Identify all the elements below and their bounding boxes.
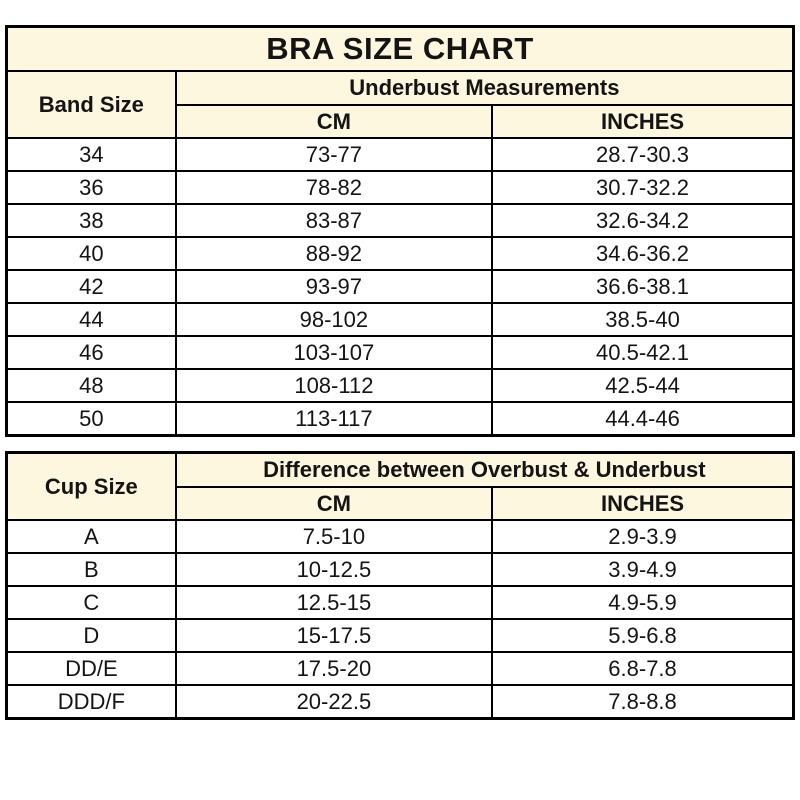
cm-value-cell: 7.5-10 [174, 519, 494, 554]
table-row: 42 93-97 36.6-38.1 [5, 269, 795, 304]
row-label-cell: A [5, 519, 177, 554]
row-label-cell: 46 [5, 335, 177, 370]
table-row: D 15-17.5 5.9-6.8 [5, 618, 795, 653]
cm-value-cell: 93-97 [174, 269, 494, 304]
table-row: 40 88-92 34.6-36.2 [5, 236, 795, 271]
cm-value-cell: 17.5-20 [174, 651, 494, 686]
cm-value-cell: 103-107 [174, 335, 494, 370]
inches-value-cell: 36.6-38.1 [491, 269, 795, 304]
inches-value-cell: 44.4-46 [491, 401, 795, 437]
row-label-cell: B [5, 552, 177, 587]
band-inches-column-header: INCHES [491, 104, 795, 139]
cup-cm-column-header: CM [174, 486, 494, 521]
cup-inches-column-header: INCHES [491, 486, 795, 521]
inches-value-cell: 6.8-7.8 [491, 651, 795, 686]
size-chart-sheet: BRA SIZE CHART Band Size Underbust Measu… [5, 25, 795, 720]
band-cm-column-header: CM [174, 104, 494, 139]
cm-value-cell: 10-12.5 [174, 552, 494, 587]
row-label-cell: DD/E [5, 651, 177, 686]
table-row: 38 83-87 32.6-34.2 [5, 203, 795, 238]
band-size-table-body: 34 73-77 28.7-30.3 36 78-82 30.7-32.2 38 83-87 3… [5, 137, 795, 437]
table-row: A 7.5-10 2.9-3.9 [5, 519, 795, 554]
band-size-corner-header: Band Size [5, 70, 177, 139]
inches-value-cell: 7.8-8.8 [491, 684, 795, 720]
inches-value-cell: 2.9-3.9 [491, 519, 795, 554]
row-label-cell: 50 [5, 401, 177, 437]
inches-value-cell: 28.7-30.3 [491, 137, 795, 172]
table-row: C 12.5-15 4.9-5.9 [5, 585, 795, 620]
table-row: 36 78-82 30.7-32.2 [5, 170, 795, 205]
row-label-cell: 40 [5, 236, 177, 271]
band-group-header-row: Band Size Underbust Measurements [5, 70, 795, 139]
table-row: B 10-12.5 3.9-4.9 [5, 552, 795, 587]
cm-value-cell: 88-92 [174, 236, 494, 271]
cm-value-cell: 15-17.5 [174, 618, 494, 653]
difference-overbust-underbust-header: Difference between Overbust & Underbust [174, 451, 795, 488]
table-row: DDD/F 20-22.5 7.8-8.8 [5, 684, 795, 720]
table-row: 44 98-102 38.5-40 [5, 302, 795, 337]
cup-columns-header-row: CM INCHES [7, 486, 795, 521]
table-row: 34 73-77 28.7-30.3 [5, 137, 795, 172]
band-size-table: BRA SIZE CHART Band Size Underbust Measu… [5, 25, 795, 437]
inches-value-cell: 3.9-4.9 [491, 552, 795, 587]
table-gap [5, 437, 795, 451]
row-label-cell: D [5, 618, 177, 653]
row-label-cell: DDD/F [5, 684, 177, 720]
cm-value-cell: 113-117 [174, 401, 494, 437]
table-row: 46 103-107 40.5-42.1 [5, 335, 795, 370]
cm-value-cell: 20-22.5 [174, 684, 494, 720]
band-columns-header-row: CM INCHES [7, 104, 795, 139]
cm-value-cell: 12.5-15 [174, 585, 494, 620]
underbust-measurements-header: Underbust Measurements [174, 70, 795, 106]
cup-size-table-body: A 7.5-10 2.9-3.9 B 10-12.5 3.9-4.9 C 12.5-15 4.9… [5, 519, 795, 720]
inches-value-cell: 34.6-36.2 [491, 236, 795, 271]
cm-value-cell: 108-112 [174, 368, 494, 403]
inches-value-cell: 42.5-44 [491, 368, 795, 403]
row-label-cell: 36 [5, 170, 177, 205]
page-title: BRA SIZE CHART [5, 25, 795, 72]
inches-value-cell: 4.9-5.9 [491, 585, 795, 620]
row-label-cell: 34 [5, 137, 177, 172]
row-label-cell: 38 [5, 203, 177, 238]
cup-size-corner-header: Cup Size [5, 451, 177, 521]
row-label-cell: C [5, 585, 177, 620]
row-label-cell: 42 [5, 269, 177, 304]
cup-group-header-row: Cup Size Difference between Overbust & U… [5, 451, 795, 521]
inches-value-cell: 40.5-42.1 [491, 335, 795, 370]
table-row: DD/E 17.5-20 6.8-7.8 [5, 651, 795, 686]
row-label-cell: 48 [5, 368, 177, 403]
cm-value-cell: 73-77 [174, 137, 494, 172]
inches-value-cell: 32.6-34.2 [491, 203, 795, 238]
row-label-cell: 44 [5, 302, 177, 337]
inches-value-cell: 30.7-32.2 [491, 170, 795, 205]
inches-value-cell: 38.5-40 [491, 302, 795, 337]
table-row: 50 113-117 44.4-46 [5, 401, 795, 437]
chart-title-row: BRA SIZE CHART [5, 25, 795, 72]
cm-value-cell: 98-102 [174, 302, 494, 337]
table-row: 48 108-112 42.5-44 [5, 368, 795, 403]
cup-size-table: Cup Size Difference between Overbust & U… [5, 451, 795, 720]
cm-value-cell: 78-82 [174, 170, 494, 205]
inches-value-cell: 5.9-6.8 [491, 618, 795, 653]
cm-value-cell: 83-87 [174, 203, 494, 238]
